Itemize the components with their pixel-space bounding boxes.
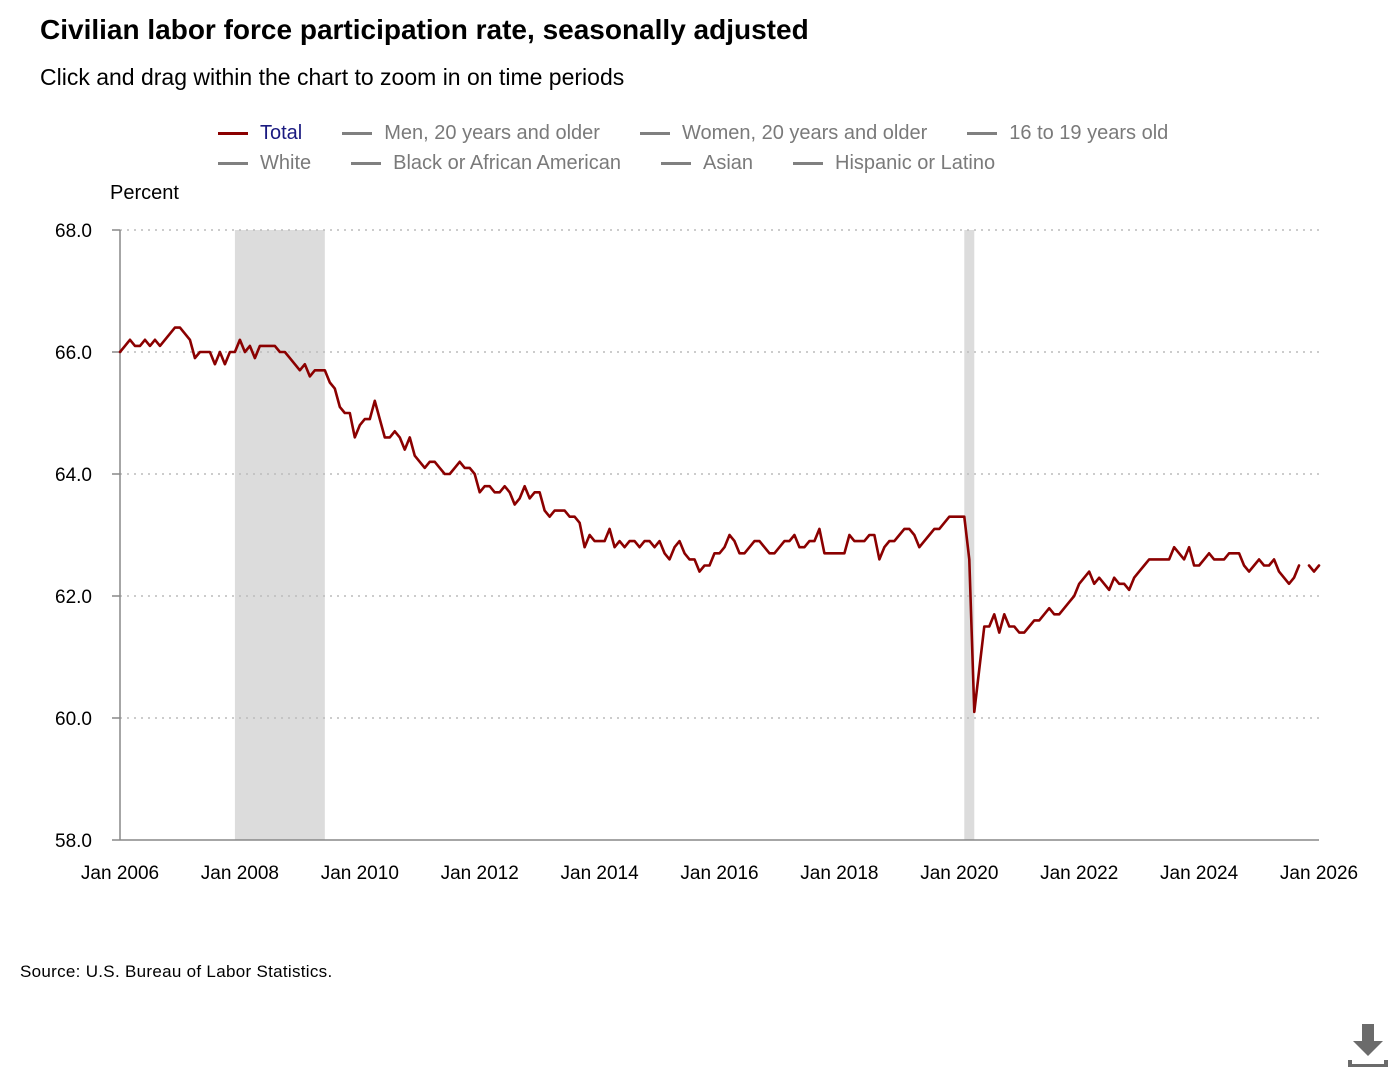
x-tick-label: Jan 2014	[561, 863, 640, 884]
recession-band	[964, 230, 975, 840]
legend-item-hispanic[interactable]: Hispanic or Latino	[793, 152, 995, 175]
download-button[interactable]	[1346, 1020, 1390, 1070]
x-tick-label: Jan 2020	[920, 863, 998, 884]
chart-title: Civilian labor force participation rate,…	[40, 14, 809, 45]
recession-band	[234, 230, 325, 840]
legend-label: White	[260, 151, 312, 174]
legend-line-icon	[342, 131, 373, 135]
legend-line-icon	[218, 131, 248, 135]
legend-label: Men, 20 years and older	[384, 121, 600, 144]
y-tick-labels: 58.0 60.0 62.0 64.0 66.0 68.0	[55, 221, 92, 852]
series-line-total	[1307, 564, 1321, 573]
y-tick-label: 62.0	[55, 587, 92, 608]
download-icon	[1348, 1024, 1388, 1067]
legend-line-icon	[639, 131, 670, 135]
y-tick-label: 68.0	[55, 221, 92, 242]
legend-line-icon	[218, 161, 248, 165]
line-chart[interactable]: Percent 58.0 60.0 62.0 64.0 66.0 68.0 Jan 200…	[0, 0, 1400, 900]
legend-label: Hispanic or Latino	[835, 151, 996, 174]
x-tick-label: Jan 2018	[800, 863, 878, 884]
x-tick-label: Jan 2016	[680, 863, 758, 884]
y-tick-label: 64.0	[55, 465, 92, 486]
legend-item-black[interactable]: Black or African American	[351, 152, 621, 175]
legend-item-men-20-and-older[interactable]: Men, 20 years and older	[342, 122, 600, 145]
x-tick-label: Jan 2006	[81, 863, 159, 884]
legend-label: Asian	[703, 151, 754, 174]
x-tick-label: Jan 2012	[441, 863, 519, 884]
legend-item-white[interactable]: White	[218, 152, 311, 175]
legend-line-icon	[351, 161, 382, 165]
legend-label: Total	[260, 121, 303, 144]
x-tick-labels: Jan 2006 Jan 2008 Jan 2010 Jan 2012 Jan 2014…	[81, 863, 1358, 884]
recession-bands	[234, 230, 975, 840]
legend-line-icon	[793, 161, 824, 165]
chart-subtitle: Click and drag within the chart to zoom …	[40, 64, 625, 90]
legend-label: Women, 20 years and older	[681, 121, 928, 144]
legend-row-2: White Black or African American Asian Hi…	[218, 148, 1318, 178]
legend-item-16-to-19[interactable]: 16 to 19 years old	[967, 122, 1168, 145]
legend-line-icon	[967, 131, 998, 135]
series-lines	[118, 326, 1321, 714]
y-tick-label: 66.0	[55, 343, 92, 364]
series-line-total	[118, 326, 1301, 714]
legend-item-women-20-and-older[interactable]: Women, 20 years and older	[639, 121, 928, 145]
axes	[119, 230, 1319, 841]
legend-row-1: Total Men, 20 years and older Women, 20 …	[218, 118, 1318, 148]
x-tick-label: Jan 2026	[1280, 863, 1358, 884]
x-tick-label: Jan 2024	[1160, 863, 1239, 884]
legend-label: Black or African American	[393, 151, 621, 174]
gridlines	[112, 229, 1319, 841]
x-tick-label: Jan 2010	[321, 863, 399, 884]
source-note: Source: U.S. Bureau of Labor Statistics.	[20, 962, 333, 981]
legend-item-asian[interactable]: Asian	[661, 152, 753, 175]
legend-item-total[interactable]: Total	[218, 122, 302, 145]
y-tick-label: 58.0	[55, 831, 92, 852]
legend: Total Men, 20 years and older Women, 20 …	[218, 118, 1318, 178]
x-tick-label: Jan 2008	[201, 863, 279, 884]
y-axis-label: Percent	[110, 182, 179, 204]
y-tick-label: 60.0	[55, 709, 92, 730]
legend-line-icon	[661, 161, 691, 165]
x-tick-label: Jan 2022	[1040, 863, 1118, 884]
legend-label: 16 to 19 years old	[1009, 121, 1169, 144]
